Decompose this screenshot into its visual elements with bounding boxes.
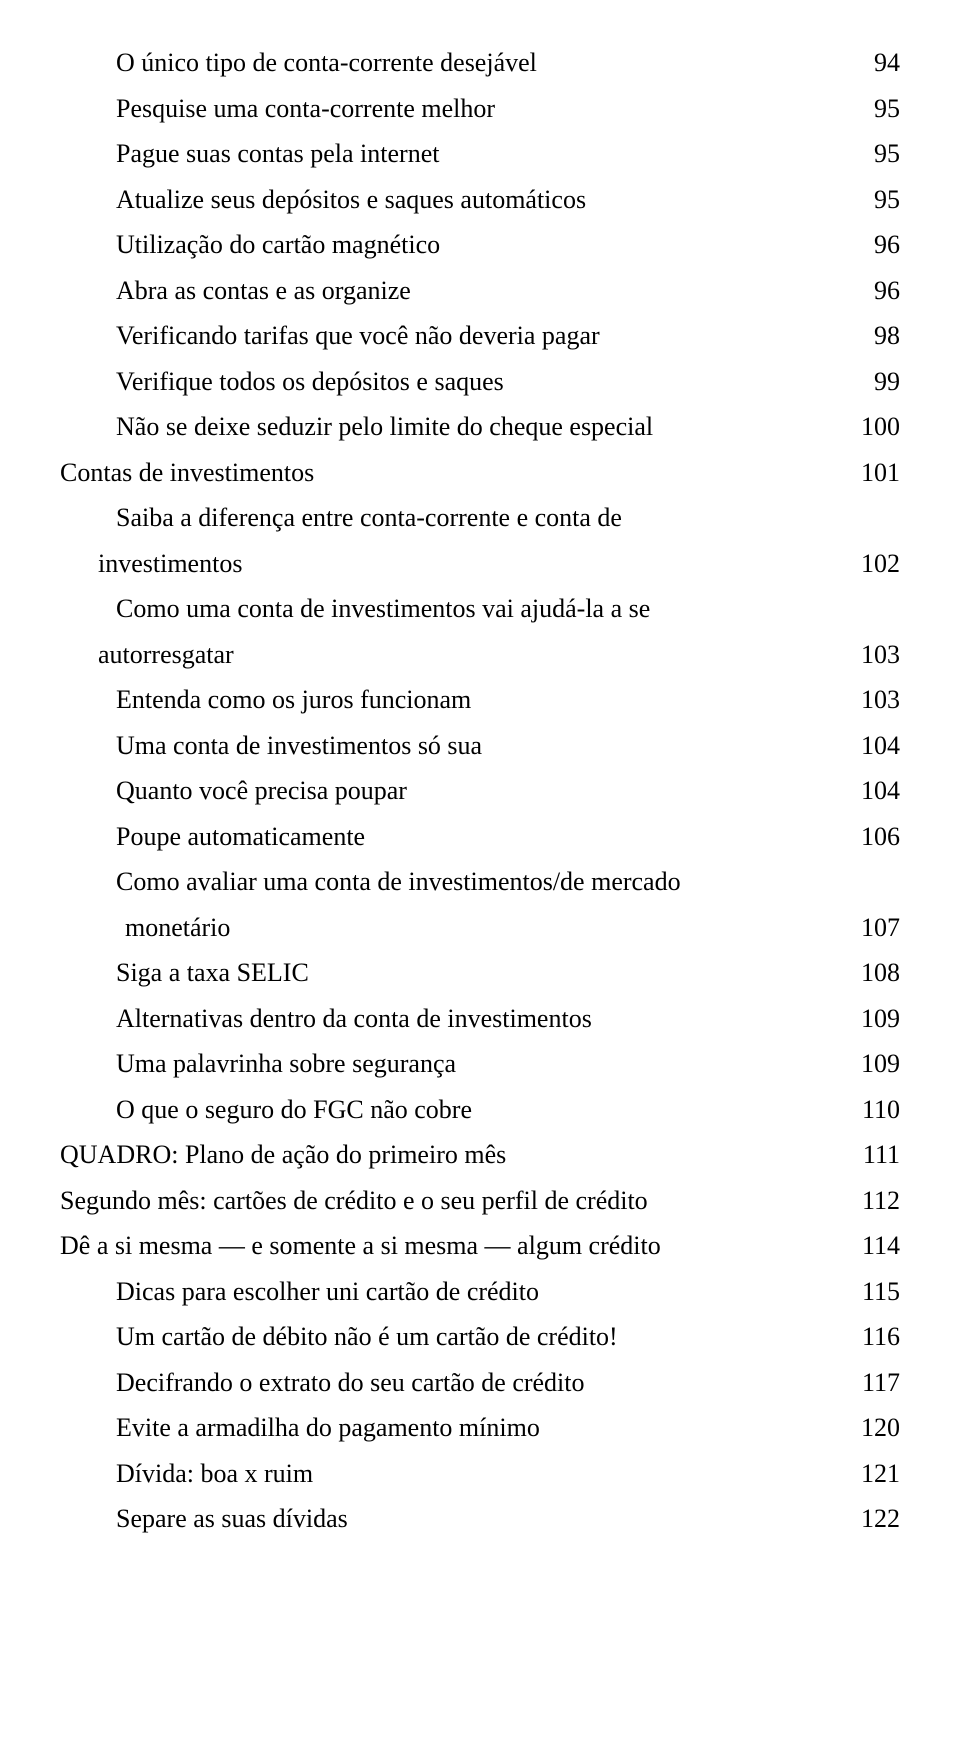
toc-entry-page: 110 [845, 1087, 900, 1133]
toc-entry-label: Poupe automaticamente [60, 814, 845, 860]
toc-entry-label: O único tipo de conta-corrente desejável [60, 40, 845, 86]
toc-entry: Como avaliar uma conta de investimentos/… [60, 859, 900, 905]
toc-entry-page: 106 [845, 814, 900, 860]
toc-entry-label: Como uma conta de investimentos vai ajud… [60, 586, 845, 632]
toc-entry-page: 99 [845, 359, 900, 405]
toc-entry-page: 109 [845, 1041, 900, 1087]
toc-entry-label: Verificando tarifas que você não deveria… [60, 313, 845, 359]
toc-entry-label: Pesquise uma conta-corrente melhor [60, 86, 845, 132]
toc-entry: Dicas para escolher uni cartão de crédit… [60, 1269, 900, 1315]
toc-entry-page: 100 [845, 404, 900, 450]
toc-entry-label: Atualize seus depósitos e saques automát… [60, 177, 845, 223]
toc-entry: Dê a si mesma — e somente a si mesma — a… [60, 1223, 900, 1269]
toc-entry-page: 114 [845, 1223, 900, 1269]
toc-entry-page: 103 [845, 677, 900, 723]
toc-entry: Não se deixe seduzir pelo limite do cheq… [60, 404, 900, 450]
toc-entry: Separe as suas dívidas122 [60, 1496, 900, 1542]
toc-entry-label: Utilização do cartão magnético [60, 222, 845, 268]
toc-entry-label: Separe as suas dívidas [60, 1496, 845, 1542]
toc-entry: Segundo mês: cartões de crédito e o seu … [60, 1178, 900, 1224]
toc-entry-label: Dicas para escolher uni cartão de crédit… [60, 1269, 845, 1315]
toc-entry-page: 120 [845, 1405, 900, 1451]
toc-entry-label: Evite a armadilha do pagamento mínimo [60, 1405, 845, 1451]
toc-entry-label: Decifrando o extrato do seu cartão de cr… [60, 1360, 845, 1406]
toc-entry-page: 95 [845, 177, 900, 223]
toc-entry-label: Verifique todos os depósitos e saques [60, 359, 845, 405]
toc-entry-page: 96 [845, 222, 900, 268]
toc-entry-label: Um cartão de débito não é um cartão de c… [60, 1314, 845, 1360]
toc-entry-page: 95 [845, 86, 900, 132]
toc-page: O único tipo de conta-corrente desejável… [0, 0, 960, 1602]
toc-entry: Decifrando o extrato do seu cartão de cr… [60, 1360, 900, 1406]
toc-entry: QUADRO: Plano de ação do primeiro mês111 [60, 1132, 900, 1178]
toc-entry-label: Dívida: boa x ruim [60, 1451, 845, 1497]
toc-entry: Verifique todos os depósitos e saques99 [60, 359, 900, 405]
toc-entry: Contas de investimentos101 [60, 450, 900, 496]
toc-entry-label: Quanto você precisa poupar [60, 768, 845, 814]
toc-entry-page: 108 [845, 950, 900, 996]
toc-entry: Atualize seus depósitos e saques automát… [60, 177, 900, 223]
toc-entry-continuation: autorresgatar103 [60, 632, 900, 678]
toc-entry-label: Contas de investimentos [60, 450, 845, 496]
toc-entry-page: 104 [845, 723, 900, 769]
toc-entry: O que o seguro do FGC não cobre110 [60, 1087, 900, 1133]
toc-entry: Quanto você precisa poupar104 [60, 768, 900, 814]
toc-entry-label: Saiba a diferença entre conta-corrente e… [60, 495, 845, 541]
toc-entry-page: 115 [845, 1269, 900, 1315]
toc-entry-label: O que o seguro do FGC não cobre [60, 1087, 845, 1133]
toc-entry: Abra as contas e as organize96 [60, 268, 900, 314]
toc-entry-label: Entenda como os juros funcionam [60, 677, 845, 723]
toc-entry-page: 94 [845, 40, 900, 86]
toc-entry: Evite a armadilha do pagamento mínimo120 [60, 1405, 900, 1451]
toc-entry-label: Como avaliar uma conta de investimentos/… [60, 859, 845, 905]
toc-entry-page: 104 [845, 768, 900, 814]
toc-entry-page: 107 [845, 905, 900, 951]
toc-entry: Utilização do cartão magnético96 [60, 222, 900, 268]
toc-entry-page: 117 [845, 1360, 900, 1406]
toc-entry-page: 121 [845, 1451, 900, 1497]
toc-entry-label: Abra as contas e as organize [60, 268, 845, 314]
toc-entry-page: 95 [845, 131, 900, 177]
toc-entry: Uma palavrinha sobre segurança109 [60, 1041, 900, 1087]
toc-entry-label: Alternativas dentro da conta de investim… [60, 996, 845, 1042]
toc-entry-continuation: investimentos102 [60, 541, 900, 587]
toc-entry: Uma conta de investimentos só sua104 [60, 723, 900, 769]
toc-entry: Como uma conta de investimentos vai ajud… [60, 586, 900, 632]
toc-entry-label: QUADRO: Plano de ação do primeiro mês [60, 1132, 845, 1178]
toc-entry-page: 111 [845, 1132, 900, 1178]
toc-entry-page: 116 [845, 1314, 900, 1360]
toc-entry-page: 102 [845, 541, 900, 587]
toc-entry-label: Segundo mês: cartões de crédito e o seu … [60, 1178, 845, 1224]
toc-entry: Pesquise uma conta-corrente melhor95 [60, 86, 900, 132]
toc-entry: Entenda como os juros funcionam103 [60, 677, 900, 723]
toc-entry-page: 101 [845, 450, 900, 496]
toc-entry: Alternativas dentro da conta de investim… [60, 996, 900, 1042]
toc-entry-page: 98 [845, 313, 900, 359]
toc-entry-label: Não se deixe seduzir pelo limite do cheq… [60, 404, 845, 450]
toc-entry: Um cartão de débito não é um cartão de c… [60, 1314, 900, 1360]
toc-entry-label: monetário [60, 905, 845, 951]
toc-entry: Siga a taxa SELIC108 [60, 950, 900, 996]
toc-entry-label: investimentos [60, 541, 845, 587]
toc-entry: Dívida: boa x ruim121 [60, 1451, 900, 1497]
toc-entry-label: Uma conta de investimentos só sua [60, 723, 845, 769]
toc-entry-label: Dê a si mesma — e somente a si mesma — a… [60, 1223, 845, 1269]
toc-entry-label: Pague suas contas pela internet [60, 131, 845, 177]
toc-entry-page: 96 [845, 268, 900, 314]
toc-entry-continuation: monetário107 [60, 905, 900, 951]
toc-entry: Verificando tarifas que você não deveria… [60, 313, 900, 359]
toc-entry-page: 109 [845, 996, 900, 1042]
toc-entry-page: 112 [845, 1178, 900, 1224]
toc-entry-label: Uma palavrinha sobre segurança [60, 1041, 845, 1087]
toc-entry: O único tipo de conta-corrente desejável… [60, 40, 900, 86]
toc-entry: Saiba a diferença entre conta-corrente e… [60, 495, 900, 541]
toc-entry: Poupe automaticamente106 [60, 814, 900, 860]
toc-entry-page: 122 [845, 1496, 900, 1542]
toc-entry-label: autorresgatar [60, 632, 845, 678]
toc-entry: Pague suas contas pela internet95 [60, 131, 900, 177]
toc-entry-page: 103 [845, 632, 900, 678]
toc-entry-label: Siga a taxa SELIC [60, 950, 845, 996]
